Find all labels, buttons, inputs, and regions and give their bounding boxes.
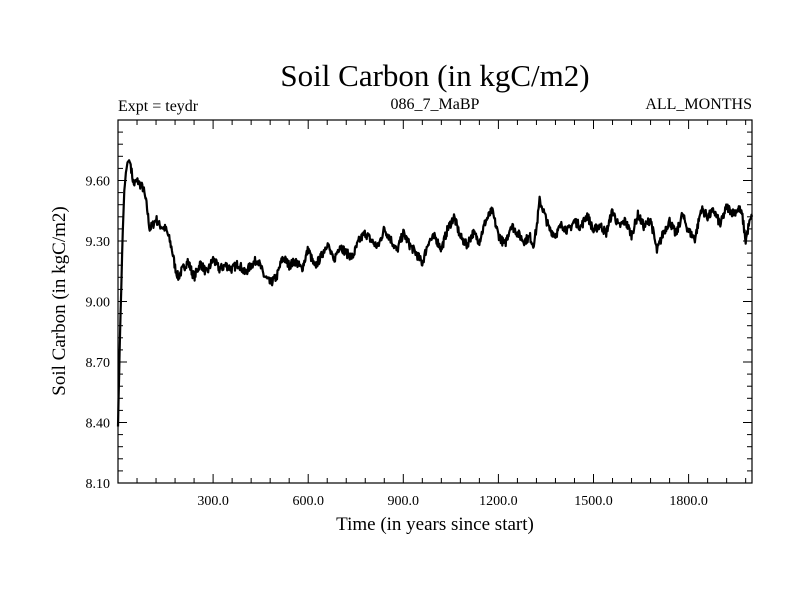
y-tick-label: 9.00 xyxy=(86,296,111,311)
chart-title: Soil Carbon (in kgC/m2) xyxy=(280,58,589,93)
x-tick-label: 600.0 xyxy=(292,494,324,509)
y-tick-label: 8.70 xyxy=(86,356,111,371)
x-tick-label: 300.0 xyxy=(197,494,229,509)
subtitle-right: ALL_MONTHS xyxy=(645,96,752,113)
tick-labels: 300.0 600.0 900.0 1200.0 1500.0 1800.0 8.10 8.4… xyxy=(86,175,708,510)
x-tick-label: 1800.0 xyxy=(669,494,708,509)
y-tick-label: 8.10 xyxy=(86,477,111,492)
series-line xyxy=(116,159,754,427)
x-tick-label: 1200.0 xyxy=(479,494,518,509)
x-axis-label: Time (in years since start) xyxy=(336,514,534,535)
subtitle-left: Expt = teydr xyxy=(118,98,199,115)
x-tick-label: 900.0 xyxy=(388,494,420,509)
plot-frame xyxy=(117,119,753,484)
subtitle-center: 086_7_MaBP xyxy=(391,96,480,113)
axis-ticks xyxy=(118,120,752,483)
y-tick-label: 8.40 xyxy=(86,417,111,432)
y-tick-label: 9.30 xyxy=(86,235,111,250)
x-tick-label: 1500.0 xyxy=(574,494,613,509)
y-axis-label: Soil Carbon (in kgC/m2) xyxy=(49,206,70,395)
y-tick-label: 9.60 xyxy=(86,175,111,190)
